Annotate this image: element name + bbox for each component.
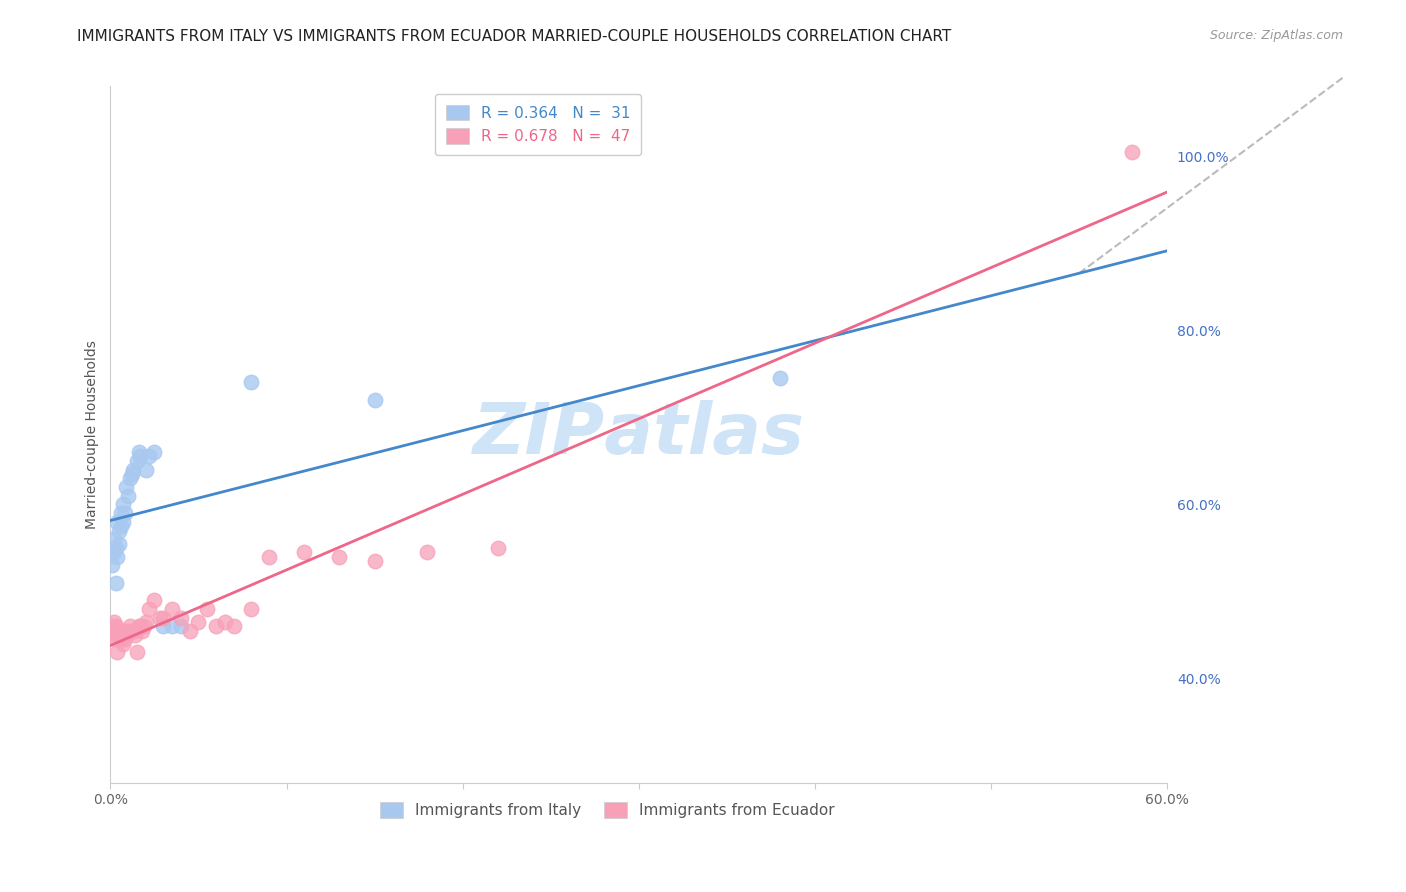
Point [108,628,131,642]
Point [114,632,136,647]
Point [125,454,148,468]
Point [108,628,131,642]
Point [143,593,166,607]
Point [363,554,385,568]
Point [131,624,153,638]
Point [121,467,143,481]
Point [104,619,127,633]
Point [118,619,141,633]
Point [416,545,439,559]
Point [486,541,509,555]
Point [160,619,183,633]
Point [240,602,263,616]
Point [179,624,201,638]
Point [114,506,136,520]
Point [114,624,136,638]
Point [103,624,125,638]
Point [101,619,124,633]
Text: ZIP​atlas: ZIP​atlas [472,401,804,469]
Point [107,645,129,659]
Point [135,462,157,476]
Point [205,619,228,633]
Point [240,376,263,390]
Point [110,506,132,520]
Point [125,645,148,659]
Point [103,545,125,559]
Point [363,392,385,407]
Point [257,549,280,564]
Point [328,549,350,564]
Point [292,545,315,559]
Point [103,532,125,546]
Point [104,628,127,642]
Text: IMMIGRANTS FROM ITALY VS IMMIGRANTS FROM ECUADOR MARRIED-COUPLE HOUSEHOLDS CORRE: IMMIGRANTS FROM ITALY VS IMMIGRANTS FROM… [77,29,952,45]
Point [138,602,160,616]
Point [110,632,132,647]
Point [103,615,125,629]
Point [121,624,143,638]
Point [769,371,792,385]
Point [108,536,131,550]
Point [111,637,134,651]
Point [170,610,193,624]
Point [124,628,146,642]
Point [222,619,245,633]
Point [122,462,145,476]
Point [129,619,152,633]
Point [1121,145,1143,159]
Point [152,610,174,624]
Point [149,610,172,624]
Point [110,632,132,647]
Point [107,515,129,529]
Point [214,615,236,629]
Point [111,515,134,529]
Point [104,541,127,555]
Point [118,471,141,485]
Point [110,519,132,533]
Point [115,628,138,642]
Text: Source: ZipAtlas.com: Source: ZipAtlas.com [1209,29,1343,43]
Point [104,575,127,590]
Point [107,549,129,564]
Point [117,624,139,638]
Point [128,619,150,633]
Point [187,615,209,629]
Point [108,524,131,538]
Y-axis label: Married-couple Households: Married-couple Households [86,340,100,529]
Point [111,497,134,511]
Point [132,619,155,633]
Point [122,624,145,638]
Point [115,480,138,494]
Point [143,445,166,459]
Point [138,450,160,464]
Point [117,489,139,503]
Point [111,624,134,638]
Point [152,619,174,633]
Point [128,445,150,459]
Point [129,450,152,464]
Point [135,615,157,629]
Point [170,619,193,633]
Legend: Immigrants from Italy, Immigrants from Ecuador: Immigrants from Italy, Immigrants from E… [374,796,841,824]
Point [107,632,129,647]
Point [101,558,124,573]
Point [160,602,183,616]
Point [195,602,218,616]
